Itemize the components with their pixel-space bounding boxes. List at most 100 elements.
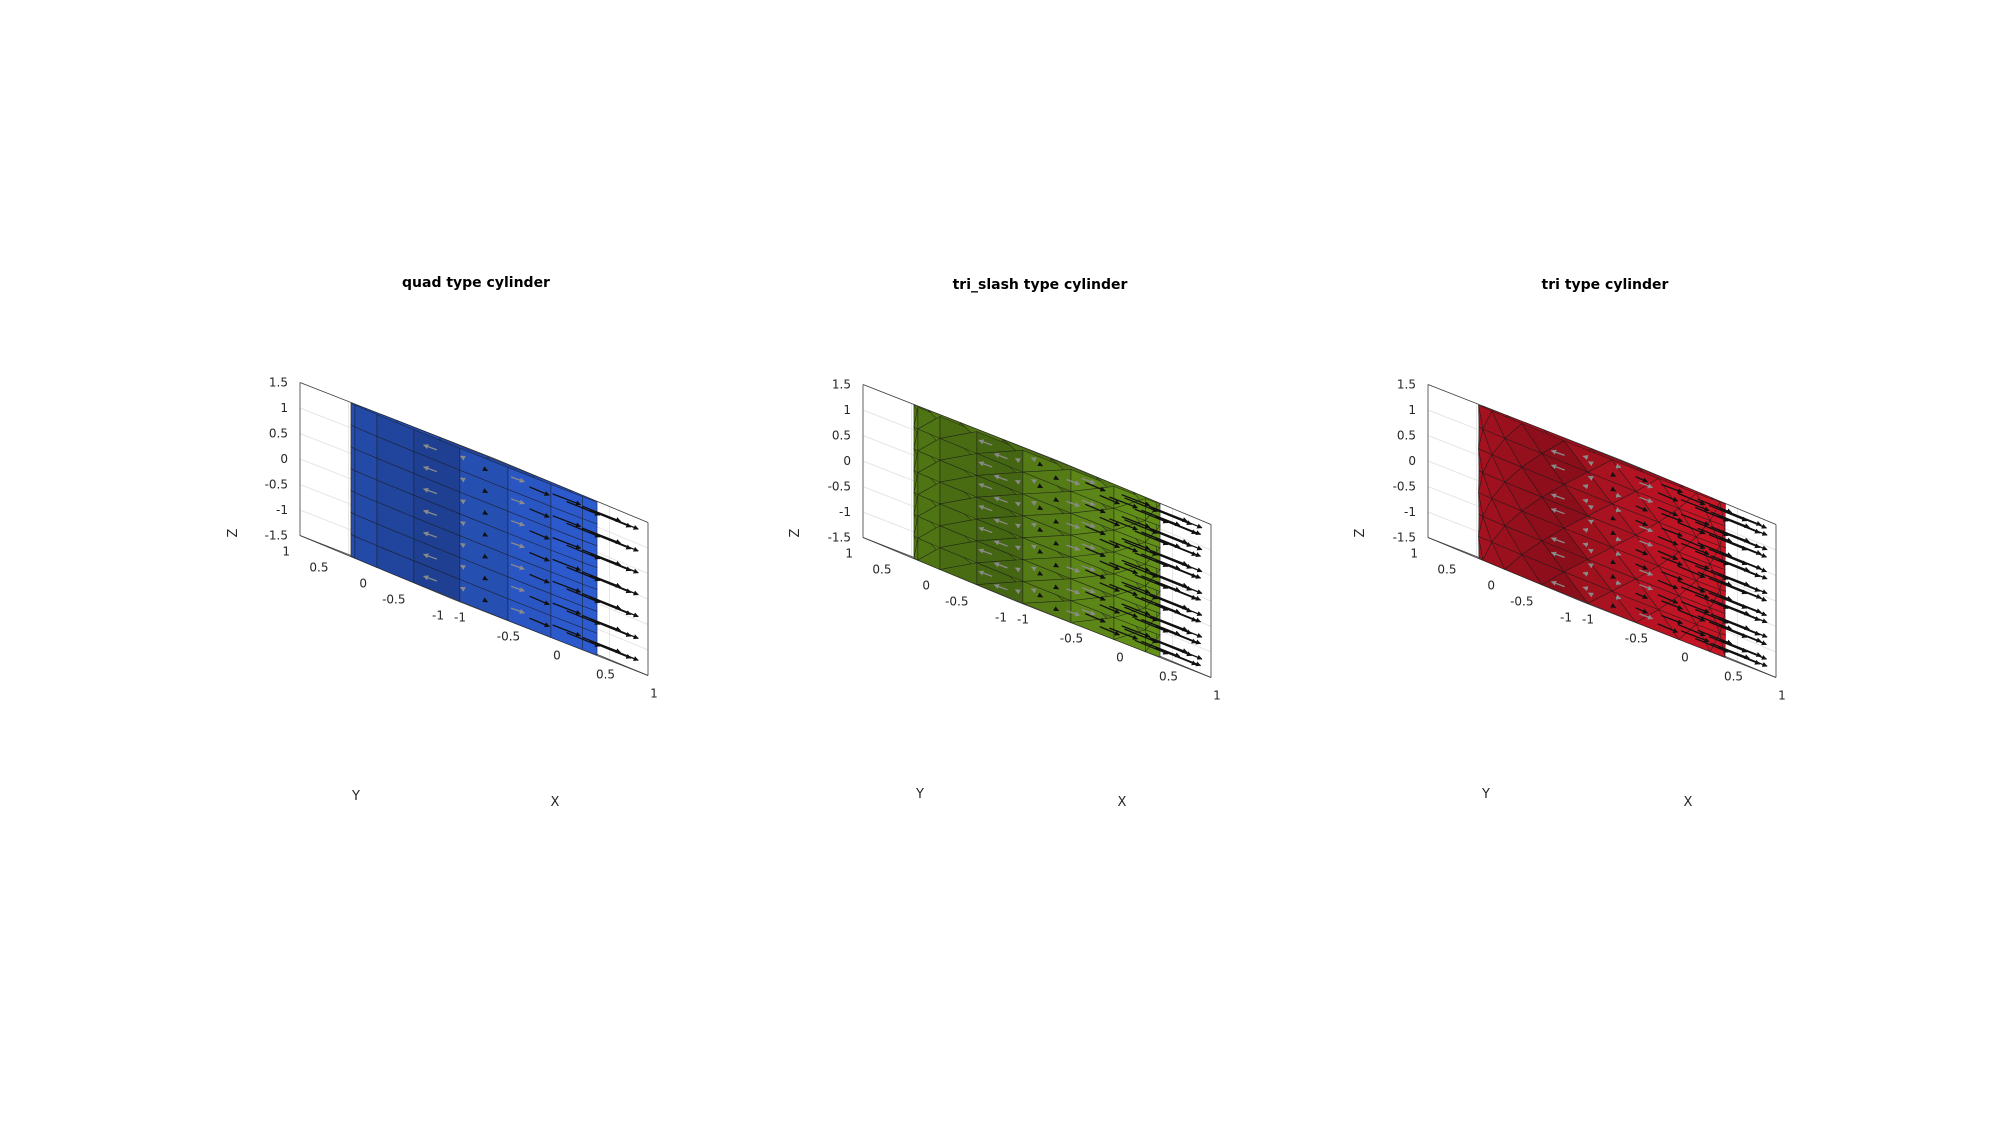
normal-arrow — [1085, 569, 1106, 579]
normal-arrow — [1677, 521, 1706, 535]
normal-arrow — [978, 505, 993, 512]
normal-arrows — [978, 439, 1203, 667]
normal-arrow — [1718, 573, 1761, 592]
normal-arrow — [566, 500, 601, 516]
y-tick-label: 0 — [1487, 579, 1495, 593]
normal-arrow — [1588, 475, 1594, 481]
subplot-quad-cylinder: quad type cylinder X Y Z -1 -0.5 0 0.5 1 -1 -0… — [226, 275, 658, 810]
normal-arrow — [1081, 477, 1096, 485]
normal-arrow — [1031, 566, 1037, 572]
y-tick-label: -1 — [1560, 611, 1572, 625]
normal-arrow — [1015, 479, 1021, 485]
normal-arrow — [1109, 540, 1138, 553]
y-tick-label: -0.5 — [382, 593, 405, 607]
normal-arrow — [1657, 492, 1679, 502]
y-tick-label: 0.5 — [309, 561, 328, 575]
normal-arrow — [1085, 547, 1106, 557]
normal-arrow — [978, 526, 993, 534]
normal-arrow — [589, 618, 632, 637]
normal-arrow — [1124, 562, 1158, 578]
mesh-face — [350, 511, 356, 537]
normal-arrow — [589, 575, 632, 594]
z-tick-label: 0.5 — [832, 429, 851, 443]
z-tick-label: -0.5 — [828, 480, 851, 494]
normal-arrow — [1661, 527, 1683, 537]
y-tick-label: 1 — [282, 545, 290, 559]
normal-arrow — [1015, 501, 1021, 507]
normal-arrow — [1099, 626, 1120, 636]
normal-arrow — [482, 488, 488, 494]
normal-arrow — [1588, 548, 1594, 554]
mesh-face — [350, 533, 356, 559]
normal-arrow — [1154, 603, 1197, 622]
normal-arrow — [552, 558, 582, 572]
normal-arrow — [1723, 553, 1767, 573]
normal-arrow — [1657, 623, 1679, 633]
subplot-title: tri type cylinder — [1542, 277, 1669, 293]
y-axis-label: Y — [1481, 787, 1490, 802]
normal-arrow — [1657, 506, 1679, 517]
normal-arrow — [993, 518, 1008, 525]
normal-arrow — [1099, 582, 1120, 592]
normal-arrow — [1015, 589, 1021, 595]
normal-arrow — [423, 575, 438, 582]
normal-arrow — [1661, 614, 1683, 625]
normal-arrow — [1635, 607, 1648, 614]
normal-arrow — [1694, 594, 1729, 610]
normal-arrow — [978, 570, 993, 577]
normal-arrow — [482, 509, 488, 516]
normal-arrow — [993, 540, 1008, 547]
normal-arrow — [978, 483, 993, 490]
normal-arrow — [552, 602, 582, 615]
normal-arrow — [1031, 544, 1037, 550]
normal-arrow — [460, 521, 466, 527]
normal-arrow — [1680, 542, 1710, 556]
normal-arrow — [1037, 548, 1043, 554]
normal-arrow — [1615, 594, 1622, 600]
normal-arrow — [1635, 476, 1648, 483]
z-tick-label: 0.5 — [269, 427, 288, 441]
normal-arrow — [1694, 637, 1729, 653]
normal-arrow — [1081, 521, 1096, 528]
normal-arrow — [1158, 597, 1203, 616]
normal-arrow — [1588, 519, 1594, 525]
normal-arrow — [1657, 550, 1679, 560]
normal-arrow — [529, 617, 550, 628]
subplot-title: tri_slash type cylinder — [953, 277, 1128, 293]
normal-arrow — [1680, 513, 1710, 526]
normal-arrow — [1588, 592, 1594, 598]
normal-arrow — [1015, 545, 1021, 551]
normal-arrow — [1121, 603, 1151, 616]
z-tick-label: 1 — [843, 403, 851, 417]
normal-arrow — [1694, 506, 1729, 522]
x-axis-label: X — [551, 795, 560, 810]
normal-arrow — [1582, 586, 1589, 592]
normal-arrow — [423, 509, 438, 517]
x-tick-label: -1 — [454, 611, 466, 625]
z-tick-label: 0 — [1408, 454, 1416, 468]
normal-arrow — [1099, 538, 1120, 549]
z-tick-label: -0.5 — [265, 478, 288, 492]
normal-arrow — [1148, 614, 1188, 632]
normal-arrow — [1121, 494, 1151, 507]
normal-arrow — [552, 624, 582, 637]
normal-arrow — [993, 584, 1008, 591]
normal-arrow — [1639, 569, 1654, 576]
normal-arrow — [1085, 525, 1106, 536]
normal-arrow — [1582, 571, 1589, 577]
normal-arrow — [460, 542, 466, 549]
normal-arrow — [1015, 523, 1021, 529]
z-tick-label: 1.5 — [832, 378, 851, 392]
normal-arrow — [1134, 595, 1169, 611]
normal-arrow — [1680, 557, 1710, 570]
normal-arrow — [552, 515, 582, 528]
x-tick-label: -1 — [1582, 613, 1594, 627]
x-tick-label: -0.5 — [1625, 632, 1648, 646]
normal-arrow — [1718, 617, 1761, 636]
normal-arrow — [1158, 641, 1203, 660]
z-tick-label: 1 — [280, 401, 288, 415]
normal-arrow — [529, 530, 550, 540]
subplot-tri-cylinder: tri type cylinder X Y Z -1 -0.5 0 0.5 1 -1 -0.… — [1353, 277, 1786, 810]
normal-arrow — [1037, 461, 1043, 467]
